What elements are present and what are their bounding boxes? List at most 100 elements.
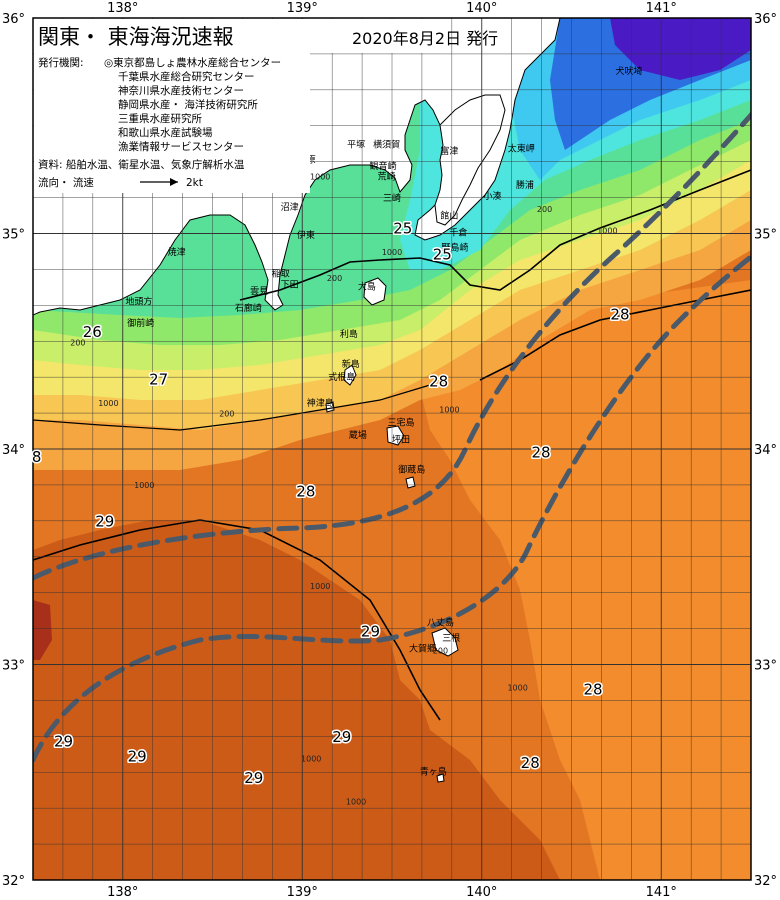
lat-tick-right: 33° bbox=[754, 659, 777, 674]
isotherm-label-halo: 26 bbox=[83, 323, 102, 341]
depth-label: 1000 bbox=[301, 754, 321, 763]
place-name-labels: 犬吠埼太東岬勝浦小湊富津館山千倉野島崎平塚横須賀小田原観音崎荒崎三崎沼津伊東焼津… bbox=[125, 65, 642, 777]
place-label: 太東岬 bbox=[508, 143, 535, 155]
issue-date: 2020年8月2日 発行 bbox=[352, 29, 498, 48]
place-label: 雲見 bbox=[250, 286, 268, 297]
current-axis-south bbox=[33, 253, 751, 763]
place-label: 地頭方 bbox=[125, 296, 152, 308]
place-label: 石廊崎 bbox=[235, 302, 262, 314]
map-title: 関東・ 東海海況速報 bbox=[38, 25, 234, 49]
issuer-3: 神奈川県水産技術センター bbox=[118, 84, 244, 97]
depth-label: 1000 bbox=[310, 582, 330, 591]
place-label: 平塚 bbox=[347, 139, 365, 150]
lon-tick-bottom: 139° bbox=[287, 885, 318, 900]
data-source: 資料: 船舶水温、衛星水温、気象庁解析水温 bbox=[38, 158, 245, 171]
place-label: 新島 bbox=[342, 358, 360, 370]
sst-cold-core-region bbox=[610, 18, 751, 80]
depth-label: 200 bbox=[219, 410, 234, 419]
isotherm-label: 29 bbox=[361, 622, 380, 640]
lat-tick-right: 34° bbox=[754, 443, 777, 458]
lon-tick-bottom: 138° bbox=[107, 885, 138, 900]
boso-peninsula-land bbox=[434, 94, 506, 226]
info-background bbox=[34, 53, 310, 193]
isotherm-label: 25 bbox=[433, 245, 452, 263]
lon-tick-bottom: 140° bbox=[466, 885, 497, 900]
isotherm-lines bbox=[33, 169, 751, 721]
isotherm-label-halo: 28 bbox=[610, 306, 629, 324]
place-label: 横須賀 bbox=[373, 138, 400, 150]
isotherm-label: 29 bbox=[332, 728, 351, 746]
lon-tick-top: 138° bbox=[107, 1, 138, 16]
depth-label: 1000 bbox=[98, 399, 118, 408]
isotherm-label: 29 bbox=[244, 769, 263, 787]
place-label: 神津島 bbox=[307, 397, 334, 409]
isotherm-label: 28 bbox=[531, 444, 550, 462]
isotherm-label: 28 bbox=[429, 373, 448, 391]
place-label: 三崎 bbox=[383, 192, 401, 204]
place-label: 小湊 bbox=[484, 190, 502, 202]
isotherm-label: 28 bbox=[610, 306, 629, 324]
lon-tick-top: 140° bbox=[466, 1, 497, 16]
aogashima-land bbox=[436, 773, 445, 783]
place-label: 観音崎 bbox=[370, 160, 397, 172]
isotherm-label: 25 bbox=[393, 220, 412, 238]
isotherm-label: 26 bbox=[83, 323, 102, 341]
niijima-land bbox=[343, 364, 357, 386]
issuer-4: 静岡県水産・ 海洋技術研究所 bbox=[118, 98, 258, 111]
place-label: 御蔵島 bbox=[398, 464, 425, 476]
depth-label: 1000 bbox=[310, 173, 330, 182]
isotherm-label-halo: 29 bbox=[361, 622, 380, 640]
lat-tick-right: 36° bbox=[754, 12, 777, 27]
info-panel: 発行機関: ◎東京都島しょ農林水産総合センター 千葉県水産総合研究センター 神奈… bbox=[34, 53, 310, 193]
place-label: 勝浦 bbox=[516, 179, 534, 191]
place-label: 千倉 bbox=[449, 227, 467, 239]
sst-warmest-region bbox=[33, 600, 52, 660]
place-label: 稲取 bbox=[272, 268, 290, 280]
isotherm-label-halo: 28 bbox=[583, 681, 602, 699]
isotherm-label-halo: 27 bbox=[149, 370, 168, 388]
izu-oshima-land bbox=[363, 277, 387, 306]
isotherm-label-halo: 28 bbox=[296, 482, 315, 500]
depth-label: 1000 bbox=[134, 481, 154, 490]
place-label: 式根島 bbox=[328, 371, 355, 383]
lat-tick-left: 36° bbox=[2, 12, 25, 27]
place-label: 蔵場 bbox=[349, 429, 367, 441]
place-label: 焼津 bbox=[168, 247, 186, 258]
flow-scale-value: 2kt bbox=[186, 177, 203, 189]
isotherm-label: 29 bbox=[54, 732, 73, 750]
miyakejima-land bbox=[386, 425, 405, 446]
place-label: 野島崎 bbox=[441, 242, 468, 254]
isotherm-label-halo: 28 bbox=[531, 444, 550, 462]
issuer-2: 千葉県水産総合研究センター bbox=[118, 70, 255, 83]
depth-label: 1000 bbox=[597, 227, 617, 236]
place-label: 富津 bbox=[440, 145, 458, 157]
isotherm-label-halo: 8 bbox=[32, 448, 42, 466]
isotherm-label: 27 bbox=[149, 370, 168, 388]
isotherm-label-halo: 29 bbox=[244, 769, 263, 787]
depth-label: 1000 bbox=[346, 798, 366, 807]
lat-tick-left: 34° bbox=[2, 443, 25, 458]
isotherm-label: 8 bbox=[32, 448, 42, 466]
place-label: 下田 bbox=[281, 279, 299, 290]
place-label: 館山 bbox=[440, 209, 458, 221]
depth-label: 1000 bbox=[382, 248, 402, 257]
isotherm-25-line bbox=[239, 169, 751, 301]
lat-tick-right: 32° bbox=[754, 874, 777, 889]
lon-tick-bottom: 141° bbox=[646, 885, 677, 900]
place-label: 八丈島 bbox=[427, 617, 454, 629]
isotherm-label: 28 bbox=[521, 754, 540, 772]
lon-tick-top: 139° bbox=[287, 1, 318, 16]
lat-tick-right: 35° bbox=[754, 228, 777, 243]
place-label: 利島 bbox=[340, 328, 358, 340]
place-label: 大島 bbox=[358, 281, 376, 293]
place-label: 青ヶ島 bbox=[420, 765, 447, 777]
isotherm-label-halo: 25 bbox=[433, 245, 452, 263]
place-label: 三宅島 bbox=[387, 416, 414, 428]
place-label: 坪田 bbox=[392, 435, 410, 446]
arrowhead-icon bbox=[170, 178, 178, 186]
place-label: 大賀郷 bbox=[409, 643, 436, 655]
place-label: 御前崎 bbox=[127, 317, 154, 329]
isotherm-label-halo: 29 bbox=[332, 728, 351, 746]
